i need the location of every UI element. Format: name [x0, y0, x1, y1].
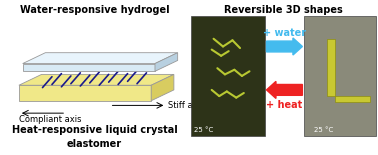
Polygon shape — [19, 85, 151, 101]
Polygon shape — [327, 39, 335, 96]
Polygon shape — [19, 74, 174, 85]
Polygon shape — [155, 53, 178, 71]
FancyBboxPatch shape — [304, 16, 376, 136]
FancyBboxPatch shape — [191, 16, 265, 136]
Polygon shape — [335, 96, 370, 102]
Text: + water: + water — [263, 28, 306, 38]
Text: + heat: + heat — [266, 100, 302, 110]
Polygon shape — [151, 74, 174, 101]
Text: Stiff axis: Stiff axis — [168, 101, 204, 110]
Polygon shape — [23, 53, 178, 64]
Text: Compliant axis: Compliant axis — [19, 115, 81, 124]
Text: Heat-responsive liquid crystal: Heat-responsive liquid crystal — [12, 125, 177, 135]
Polygon shape — [23, 64, 155, 71]
FancyArrow shape — [266, 38, 302, 55]
Text: Reversible 3D shapes: Reversible 3D shapes — [224, 5, 343, 15]
Text: elastomer: elastomer — [67, 139, 122, 149]
Text: 25 °C: 25 °C — [314, 127, 333, 133]
Text: 25 °C: 25 °C — [194, 127, 213, 133]
Text: Water-responsive hydrogel: Water-responsive hydrogel — [20, 5, 169, 15]
FancyArrow shape — [266, 81, 302, 98]
